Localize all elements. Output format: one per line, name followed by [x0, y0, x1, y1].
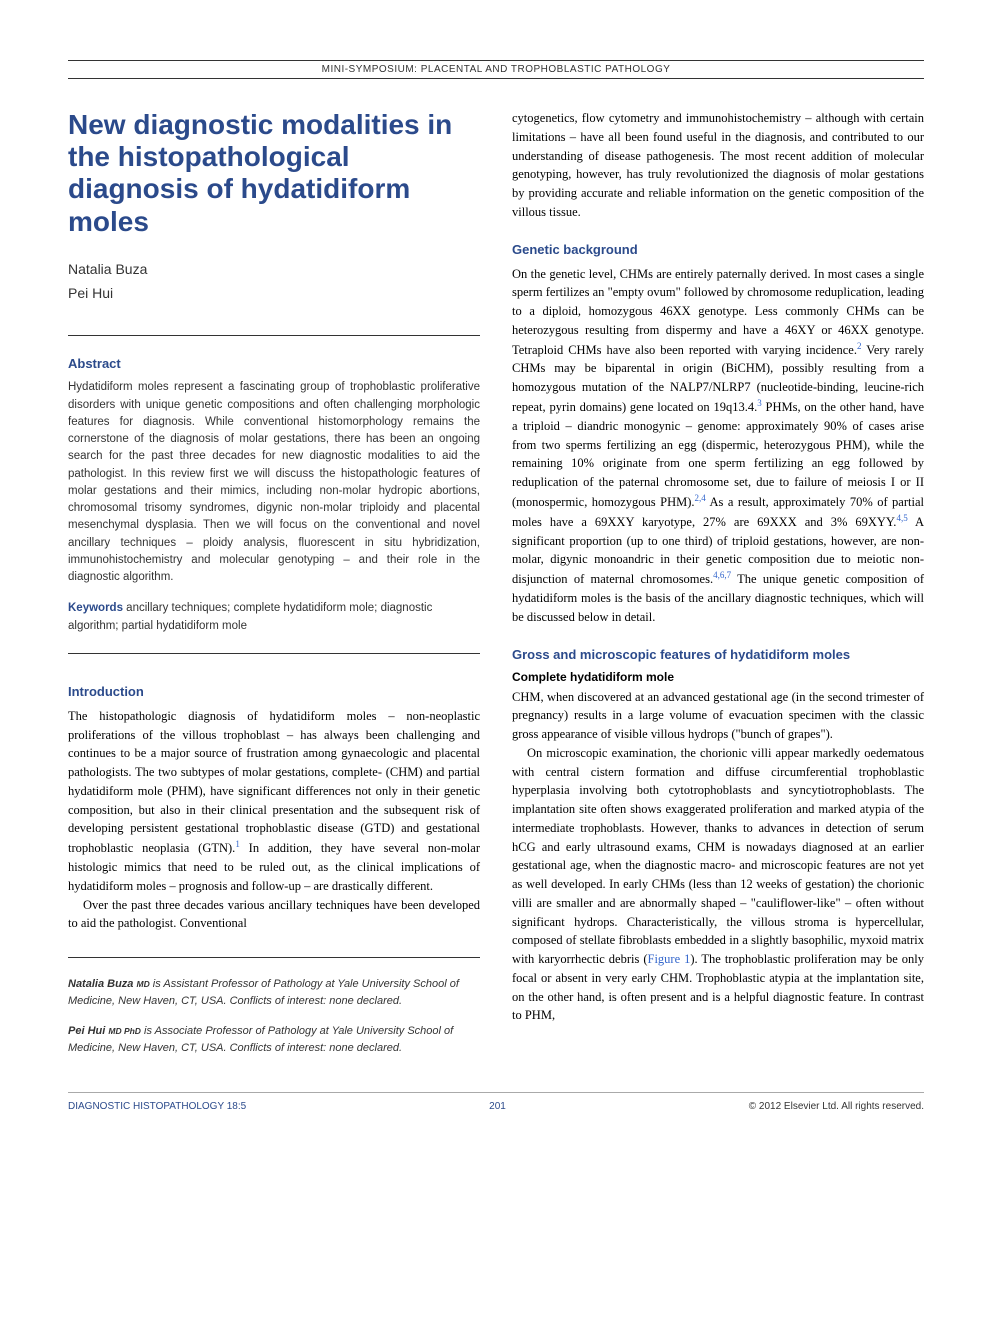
citation-4-6-7[interactable]: 4,6,7 — [713, 570, 731, 580]
bio1-credentials: MD — [136, 979, 149, 989]
right-column: cytogenetics, flow cytometry and immunoh… — [512, 109, 924, 1056]
chm-p2a: On microscopic examination, the chorioni… — [512, 746, 924, 966]
abstract-heading: Abstract — [68, 356, 480, 371]
author-bio-1: Natalia Buza MD is Assistant Professor o… — [68, 976, 480, 1009]
keywords-label: Keywords — [68, 602, 123, 614]
abstract-text: Hydatidiform moles represent a fascinati… — [68, 379, 480, 586]
chm-body: CHM, when discovered at an advanced gest… — [512, 688, 924, 1026]
chm-paragraph-1: CHM, when discovered at an advanced gest… — [512, 688, 924, 744]
chm-paragraph-2: On microscopic examination, the chorioni… — [512, 744, 924, 1025]
divider — [68, 653, 480, 654]
author-1: Natalia Buza — [68, 258, 480, 282]
citation-2-4[interactable]: 2,4 — [695, 493, 706, 503]
intro-p1-text: The histopathologic diagnosis of hydatid… — [68, 709, 480, 855]
genetic-background-heading: Genetic background — [512, 242, 924, 257]
page-footer: DIAGNOSTIC HISTOPATHOLOGY 18:5 201 © 201… — [68, 1092, 924, 1112]
divider — [68, 335, 480, 336]
keywords-block: Keywords ancillary techniques; complete … — [68, 600, 480, 635]
introduction-body: The histopathologic diagnosis of hydatid… — [68, 707, 480, 933]
footer-page-number: 201 — [489, 1101, 506, 1112]
intro-paragraph-1: The histopathologic diagnosis of hydatid… — [68, 707, 480, 896]
keywords-content: ancillary techniques; complete hydatidif… — [68, 602, 432, 631]
footer-journal: DIAGNOSTIC HISTOPATHOLOGY 18:5 — [68, 1101, 246, 1112]
figure-1-reference[interactable]: Figure 1 — [648, 952, 691, 966]
footer-copyright: © 2012 Elsevier Ltd. All rights reserved… — [749, 1101, 924, 1112]
intro-paragraph-2: Over the past three decades various anci… — [68, 896, 480, 934]
two-column-layout: New diagnostic modalities in the histopa… — [68, 109, 924, 1056]
bio2-credentials: MD PhD — [108, 1026, 141, 1036]
gross-microscopic-heading: Gross and microscopic features of hydati… — [512, 647, 924, 662]
bio2-name: Pei Hui — [68, 1025, 105, 1037]
col2-continuation: cytogenetics, flow cytometry and immunoh… — [512, 109, 924, 222]
author-bio-2: Pei Hui MD PhD is Associate Professor of… — [68, 1023, 480, 1056]
col2-p1: cytogenetics, flow cytometry and immunoh… — [512, 109, 924, 222]
introduction-heading: Introduction — [68, 684, 480, 699]
authors-block: Natalia Buza Pei Hui — [68, 258, 480, 306]
genetic-paragraph: On the genetic level, CHMs are entirely … — [512, 265, 924, 627]
author-2: Pei Hui — [68, 282, 480, 306]
mini-symposium-header: MINI-SYMPOSIUM: PLACENTAL AND TROPHOBLAS… — [68, 60, 924, 79]
citation-4-5[interactable]: 4,5 — [896, 513, 907, 523]
left-column: New diagnostic modalities in the histopa… — [68, 109, 480, 1056]
article-title: New diagnostic modalities in the histopa… — [68, 109, 480, 238]
divider — [68, 957, 480, 958]
genetic-body: On the genetic level, CHMs are entirely … — [512, 265, 924, 627]
bio1-name: Natalia Buza — [68, 978, 133, 990]
chm-subheading: Complete hydatidiform mole — [512, 670, 924, 684]
genetic-p1c: PHMs, on the other hand, have a triploid… — [512, 400, 924, 509]
